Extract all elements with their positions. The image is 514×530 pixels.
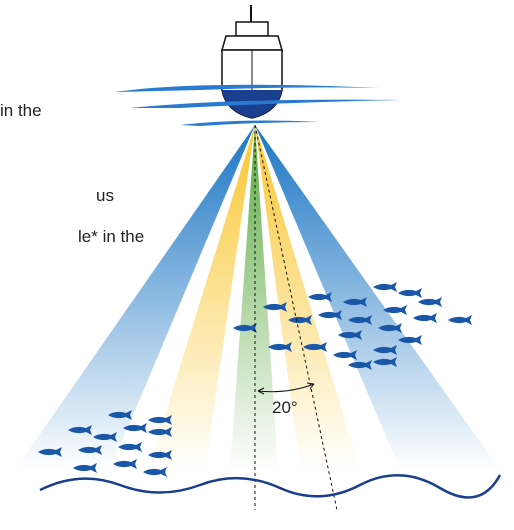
fish [398, 288, 422, 298]
fish [448, 315, 472, 325]
seabed [39, 474, 502, 499]
waves [115, 84, 400, 126]
beams [15, 125, 500, 470]
text-line: le* in the [78, 227, 144, 246]
arc-arrows [257, 382, 315, 395]
beam [255, 125, 500, 470]
beam [255, 125, 360, 470]
fish [413, 313, 437, 323]
fish [418, 297, 442, 307]
text-line: in the [0, 101, 42, 120]
beam [15, 125, 255, 470]
beam [230, 125, 278, 470]
beam [148, 125, 255, 470]
fish [118, 442, 142, 452]
fish [113, 459, 137, 469]
angle-label: 20° [272, 398, 298, 417]
text-line: us [96, 186, 114, 205]
fish [373, 282, 397, 292]
angle-arc [257, 383, 315, 393]
